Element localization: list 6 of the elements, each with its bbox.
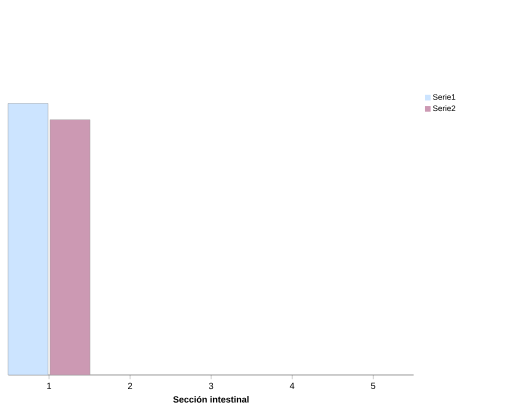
- x-tick-label: 2: [128, 382, 132, 390]
- x-tick-label: 5: [371, 382, 376, 390]
- x-axis-title: Sección intestinal: [173, 396, 249, 403]
- x-tick-label: 3: [208, 382, 214, 390]
- x-tick-label: 4: [290, 382, 294, 389]
- x-tick-label: 1: [47, 382, 52, 389]
